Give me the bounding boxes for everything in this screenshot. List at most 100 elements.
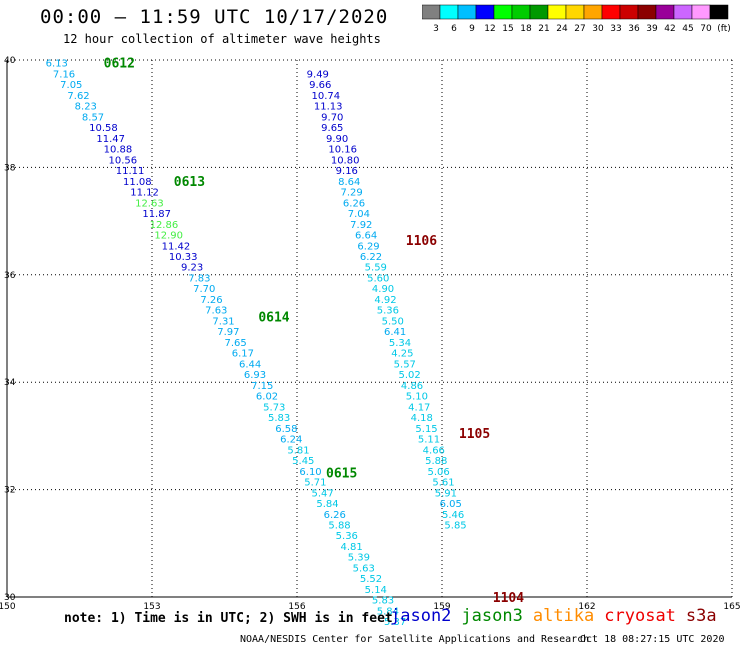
swh-value-label: 7.65 [225,338,247,349]
swh-value-label: 5.84 [316,499,338,510]
swh-value-label: 5.50 [382,316,404,327]
x-tick-label: 156 [288,602,305,612]
swh-value-label: 5.57 [394,359,416,370]
y-tick-label: 36 [4,271,16,281]
swh-value-label: 6.05 [440,499,462,510]
swh-value-label: 5.14 [365,585,387,596]
generated-timestamp: Oct 18 08:27:15 UTC 2020 [580,634,725,645]
satellite-legend: jason2 jason3 altika cryosat s3a [390,606,727,626]
swh-value-label: 5.06 [428,467,450,478]
swh-value-label: 5.52 [360,574,382,585]
swh-value-label: 10.33 [169,252,198,263]
swh-value-label: 5.36 [336,531,358,542]
swh-value-label: 7.05 [60,80,82,91]
swh-value-label: 9.49 [307,69,329,80]
x-tick-label: 153 [143,602,160,612]
swh-value-label: 9.66 [309,80,331,91]
swh-value-label: 6.41 [384,327,406,338]
legend-item-altika: altika [532,606,595,626]
swh-value-label: 7.15 [251,381,273,392]
swh-value-label: 7.29 [341,188,363,199]
swh-value-label: 4.17 [408,402,430,413]
swh-value-label: 10.58 [89,123,118,134]
swh-value-label: 6.13 [46,59,68,70]
swh-value-label: 9.70 [321,112,343,123]
swh-value-label: 10.88 [104,145,133,156]
swh-value-label: 7.04 [348,209,370,220]
swh-value-label: 11.47 [96,134,125,145]
swh-value-label: 4.90 [372,284,394,295]
swh-value-label: 6.10 [299,467,321,478]
swh-value-label: 7.62 [67,91,89,102]
swh-value-label: 6.17 [232,349,254,360]
swh-value-label: 6.29 [357,241,379,252]
swh-value-label: 5.71 [304,478,326,489]
color-scale-bar: 3 6 9 12 15 18 21 24 27 30 33 36 39 42 45 70 (ft) [422,4,731,34]
swh-value-label: 8.23 [75,102,97,113]
swh-value-label: 6.58 [275,424,297,435]
legend-item-cryosat: cryosat [604,606,676,626]
swh-value-label: 6.93 [244,370,266,381]
legend-item-s3a: s3a [685,606,717,626]
colorbar-label: (ft) [717,24,731,34]
swh-value-label: 5.34 [389,338,411,349]
colorbar-label: 36 [628,24,640,34]
swh-value-label: 6.44 [239,359,261,370]
swh-value-label: 10.80 [331,155,360,166]
footnote: note: 1) Time is in UTC; 2) SWH is in fe… [64,611,393,626]
swh-value-label: 4.18 [411,413,433,424]
colorbar-label: 39 [646,24,658,34]
x-tick-label: 162 [578,602,595,612]
swh-value-label: 7.63 [205,306,227,317]
swh-value-label: 11.42 [162,241,191,252]
colorbar-label: 70 [700,24,712,34]
legend-item-jason3: jason3 [461,606,523,626]
colorbar-label: 45 [682,24,693,34]
swh-value-label: 11.13 [314,102,343,113]
y-tick-label: 30 [4,593,16,603]
swh-value-label: 9.90 [326,134,348,145]
swh-value-label: 6.26 [343,198,365,209]
chart-title: 00:00 – 11:59 UTC 10/17/2020 [40,6,389,28]
swh-value-label: 11.87 [142,209,171,220]
swh-value-label: 6.24 [280,435,302,446]
swh-value-label: 5.15 [415,424,437,435]
y-tick-label: 34 [4,378,16,388]
swh-value-label: 4.25 [391,349,413,360]
x-tick-label: 150 [0,602,16,612]
pass-time-label: 1104 [493,591,524,606]
swh-value-label: 5.37 [384,617,406,628]
swh-value-label: 5.45 [292,456,314,467]
colorbar-label: 21 [538,24,549,34]
swh-value-label: 5.59 [365,263,387,274]
swh-value-label: 11.11 [116,166,145,177]
swh-value-label: 5.46 [442,510,464,521]
swh-value-label: 6.64 [355,231,377,242]
swh-value-label: 5.36 [377,306,399,317]
swh-value-label: 5.10 [406,392,428,403]
swh-value-label: 4.92 [374,295,396,306]
legend-item-jason2: jason2 [390,606,452,626]
swh-value-label: 4.81 [341,542,363,553]
pass-time-label: 0615 [326,466,357,481]
swh-value-label: 7.26 [200,295,222,306]
chart-subtitle: 12 hour collection of altimeter wave hei… [63,32,381,46]
swh-value-label: 5.02 [399,370,421,381]
swh-value-label: 5.81 [287,445,309,456]
swh-value-label: 10.56 [109,155,138,166]
swh-value-label: 7.16 [53,69,75,80]
swh-value-label: 5.88 [328,521,350,532]
swh-value-label: 6.22 [360,252,382,263]
swh-value-label: 5.61 [432,478,454,489]
y-tick-label: 32 [4,486,15,496]
colorbar-label: 30 [592,24,604,34]
swh-value-label: 9.65 [321,123,343,134]
swh-value-label: 9.16 [336,166,358,177]
swh-value-label: 5.63 [353,563,375,574]
swh-value-label: 5.73 [263,402,285,413]
swh-value-label: 4.86 [401,381,423,392]
swh-value-label: 11.12 [130,188,159,199]
swh-value-label: 9.23 [181,263,203,274]
colorbar-label: 12 [484,24,495,34]
